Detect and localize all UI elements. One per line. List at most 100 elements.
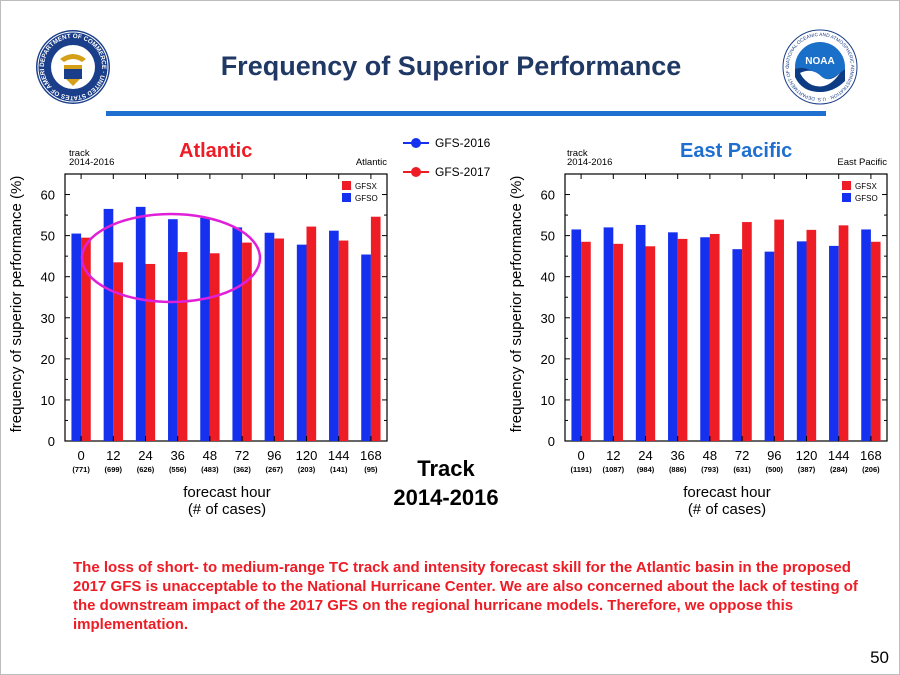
- track-label: Track: [417, 456, 475, 481]
- east-pacific-case-count: (1087): [602, 465, 624, 474]
- east-pacific-x-tick-label: 24: [638, 448, 652, 463]
- track-period-label: Track 2014-2016: [366, 454, 526, 512]
- atlantic-y-tick-label: 30: [41, 311, 55, 326]
- east-pacific-bar-gfsx-24: [645, 246, 656, 441]
- atlantic-highlight-ellipse: [80, 212, 262, 304]
- atlantic-case-count: (362): [233, 465, 251, 474]
- atlantic-bar-gfsx-0: [81, 237, 91, 441]
- east-pacific-case-count: (206): [862, 465, 880, 474]
- east-pacific-case-count: (1191): [570, 465, 592, 474]
- noaa-logo-text: NOAA: [805, 56, 834, 67]
- east-pacific-bar-gfsx-96: [774, 219, 784, 441]
- atlantic-case-count: (699): [105, 465, 123, 474]
- atlantic-x-tick-label: 12: [106, 448, 120, 463]
- atlantic-case-count: (141): [330, 465, 348, 474]
- legend-marker-gfs-2017: [411, 167, 421, 177]
- east-pacific-corner-basin: East Pacific: [837, 157, 887, 168]
- atlantic-bar-gfsx-96: [274, 238, 284, 441]
- east-pacific-legend-label-gfso: GFSO: [855, 194, 878, 203]
- atlantic-case-count: (626): [137, 465, 155, 474]
- east-pacific-bar-gfsx-120: [806, 229, 817, 441]
- east-pacific-bar-gfsx-144: [838, 225, 849, 441]
- atlantic-bar-gfso-72: [232, 227, 243, 441]
- east-pacific-bar-gfso-12: [603, 227, 614, 441]
- atlantic-case-count: (95): [364, 465, 378, 474]
- east-pacific-y-tick-label: 0: [548, 434, 555, 449]
- atlantic-y-tick-label: 20: [41, 352, 55, 367]
- noaa-logo-icon: NATIONAL OCEANIC AND ATMOSPHERIC ADMINIS…: [782, 29, 858, 105]
- atlantic-bar-gfsx-72: [242, 242, 252, 441]
- east-pacific-y-tick-label: 60: [541, 188, 555, 203]
- legend-item-gfs-2017: GFS-2017: [403, 165, 491, 179]
- legend-label-gfs-2017: GFS-2017: [435, 165, 491, 179]
- east-pacific-case-count: (500): [766, 465, 784, 474]
- east-pacific-bar-gfsx-12: [613, 243, 623, 441]
- main-legend: GFS-2016 GFS-2017: [403, 136, 491, 179]
- legend-label-gfs-2016: GFS-2016: [435, 136, 491, 150]
- east-pacific-bar-gfsx-48: [709, 233, 720, 441]
- atlantic-bar-gfsx-144: [338, 240, 349, 441]
- atlantic-x-tick-label: 24: [138, 448, 152, 463]
- atlantic-y-tick-label: 10: [41, 393, 55, 408]
- east-pacific-corner-track: track: [567, 148, 588, 159]
- east-pacific-bar-gfso-96: [764, 251, 775, 441]
- east-pacific-bar-gfso-120: [796, 241, 807, 441]
- east-pacific-x-tick-label: 12: [606, 448, 620, 463]
- department-of-commerce-seal-icon: DEPARTMENT OF COMMERCE · UNITED STATES O…: [35, 29, 110, 104]
- atlantic-x-tick-label: 168: [360, 448, 382, 463]
- east-pacific-bar-gfsx-0: [581, 241, 591, 441]
- east-pacific-bar-gfsx-36: [677, 238, 688, 441]
- east-pacific-x-tick-label: 48: [703, 448, 717, 463]
- east-pacific-bar-gfso-72: [732, 249, 743, 441]
- east-pacific-x-axis-sublabel: (# of cases): [688, 501, 766, 518]
- atlantic-case-count: (203): [298, 465, 316, 474]
- atlantic-y-tick-label: 60: [41, 188, 55, 203]
- slide-title: Frequency of Superior Performance: [220, 51, 682, 81]
- atlantic-x-tick-label: 36: [170, 448, 184, 463]
- east-pacific-x-tick-label: 0: [577, 448, 584, 463]
- east-pacific-bar-gfso-48: [700, 237, 710, 441]
- east-pacific-case-count: (284): [830, 465, 848, 474]
- east-pacific-case-count: (793): [701, 465, 719, 474]
- atlantic-corner-years: 2014-2016: [69, 157, 114, 168]
- atlantic-case-count: (556): [169, 465, 187, 474]
- atlantic-bar-gfsx-168: [370, 216, 381, 441]
- atlantic-bar-gfso-120: [296, 244, 307, 441]
- east-pacific-case-count: (387): [798, 465, 816, 474]
- atlantic-bar-gfso-0: [71, 233, 82, 441]
- east-pacific-legend-swatch-gfsx: [842, 181, 851, 190]
- east-pacific-y-tick-label: 20: [541, 352, 555, 367]
- atlantic-x-tick-label: 48: [203, 448, 217, 463]
- east-pacific-bar-gfso-36: [668, 232, 678, 441]
- atlantic-y-tick-label: 0: [48, 434, 55, 449]
- east-pacific-bar-gfso-24: [635, 224, 646, 441]
- east-pacific-y-tick-label: 40: [541, 270, 555, 285]
- atlantic-x-tick-label: 144: [328, 448, 350, 463]
- track-years-label: 2014-2016: [393, 485, 499, 510]
- east-pacific-y-tick-label: 10: [541, 393, 555, 408]
- atlantic-bar-gfso-48: [200, 217, 210, 441]
- atlantic-bar-gfso-96: [264, 232, 275, 441]
- east-pacific-x-tick-label: 72: [735, 448, 749, 463]
- east-pacific-x-tick-label: 144: [828, 448, 850, 463]
- east-pacific-bar-gfso-0: [571, 229, 582, 441]
- legend-item-gfs-2016: GFS-2016: [403, 136, 491, 150]
- east-pacific-bar-gfso-144: [829, 245, 839, 441]
- east-pacific-chart: track 2014-2016 East Pacific frequency o…: [508, 148, 888, 518]
- atlantic-x-tick-label: 120: [296, 448, 318, 463]
- east-pacific-case-count: (631): [733, 465, 751, 474]
- atlantic-x-axis-sublabel: (# of cases): [188, 501, 266, 518]
- east-pacific-x-tick-label: 120: [796, 448, 818, 463]
- atlantic-legend-label-gfsx: GFSX: [355, 182, 377, 191]
- atlantic-case-count: (771): [72, 465, 90, 474]
- atlantic-bar-gfsx-24: [145, 263, 156, 441]
- atlantic-chart: track 2014-2016 Atlantic frequency of su…: [8, 148, 388, 518]
- atlantic-legend-label-gfso: GFSO: [355, 194, 378, 203]
- atlantic-x-tick-label: 72: [235, 448, 249, 463]
- atlantic-bar-gfso-36: [168, 219, 178, 441]
- atlantic-bar-gfsx-12: [113, 262, 123, 441]
- east-pacific-bar-gfso-168: [861, 229, 871, 441]
- atlantic-bar-gfso-168: [361, 254, 371, 441]
- atlantic-x-axis-label: forecast hour: [183, 484, 271, 501]
